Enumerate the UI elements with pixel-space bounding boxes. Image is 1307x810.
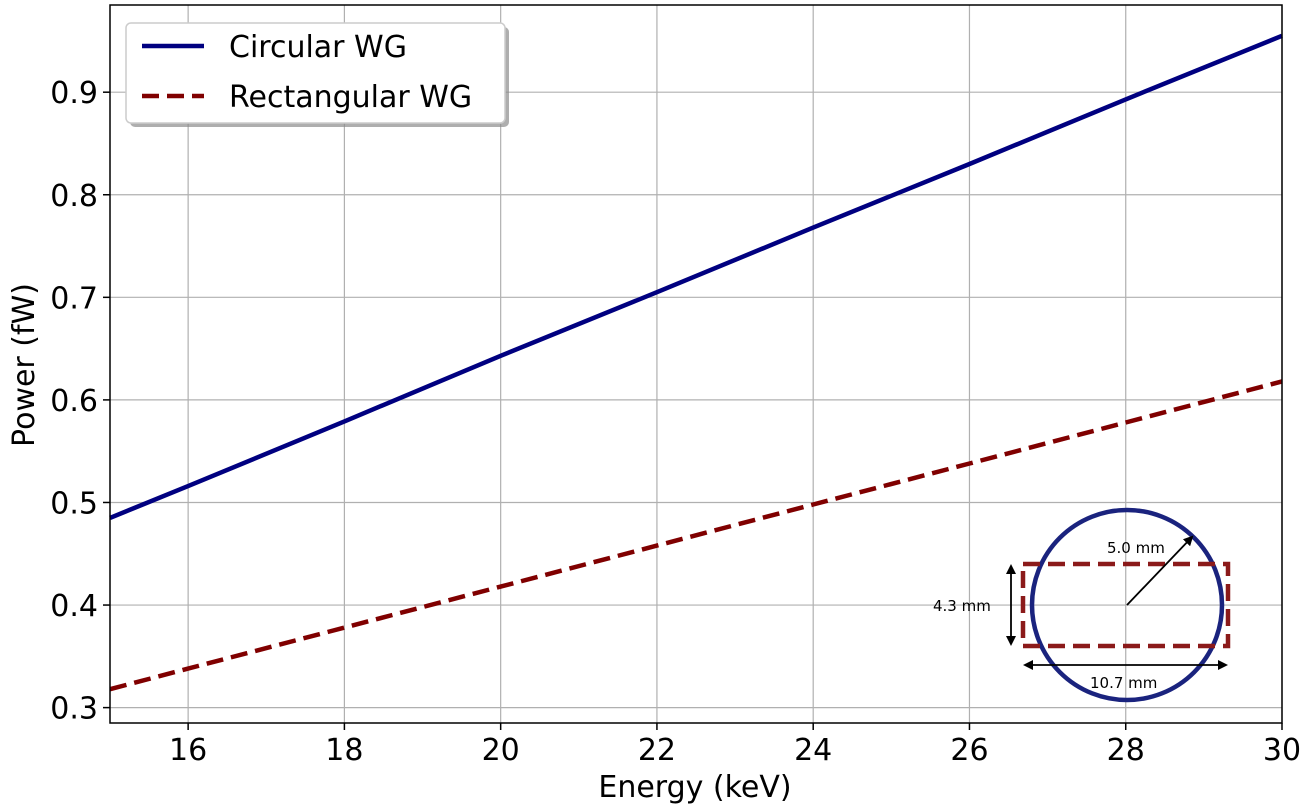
inset-height-label: 4.3 mm bbox=[933, 597, 991, 615]
y-tick-label: 0.5 bbox=[50, 486, 98, 521]
series-line-circular-wg bbox=[109, 33, 1283, 520]
x-tick-label: 28 bbox=[1107, 733, 1145, 768]
x-tick-label: 16 bbox=[169, 733, 207, 768]
legend-box bbox=[125, 22, 506, 124]
y-tick-label: 0.8 bbox=[50, 179, 98, 214]
waveguide-inset: 5.0 mm 4.3 mm 10.7 mm bbox=[933, 507, 1231, 703]
y-tick-label: 0.9 bbox=[50, 76, 98, 111]
axis-ticks: 16 18 20 22 24 26 28 30 0.3 0.4 0.5 0.6 0.7 0.8 0.9 bbox=[50, 76, 1301, 768]
x-tick-label: 26 bbox=[950, 733, 988, 768]
series-line-rectangular-wg bbox=[109, 379, 1283, 692]
plot-frame bbox=[109, 4, 1283, 724]
x-tick-label: 30 bbox=[1263, 733, 1301, 768]
y-axis-title: Power (fW) bbox=[7, 283, 42, 447]
x-axis-title: Energy (keV) bbox=[598, 770, 791, 805]
x-tick-label: 20 bbox=[482, 733, 520, 768]
x-tick-label: 24 bbox=[794, 733, 832, 768]
inset-circle bbox=[1029, 507, 1225, 703]
legend-label-circular-wg: Circular WG bbox=[229, 30, 407, 65]
inset-radius-arrow bbox=[1126, 535, 1194, 606]
x-tick-label: 22 bbox=[638, 733, 676, 768]
inset-width-label: 10.7 mm bbox=[1090, 674, 1157, 692]
series-layer bbox=[109, 33, 1283, 692]
y-tick-label: 0.4 bbox=[50, 589, 98, 624]
inset-rectangle bbox=[1020, 561, 1231, 649]
y-tick-label: 0.7 bbox=[50, 281, 98, 316]
y-tick-label: 0.3 bbox=[50, 692, 98, 727]
inset-radius-label: 5.0 mm bbox=[1107, 539, 1165, 557]
legend-label-rectangular-wg: Rectangular WG bbox=[229, 80, 472, 115]
legend: Circular WG Rectangular WG bbox=[125, 22, 509, 127]
x-tick-label: 18 bbox=[325, 733, 363, 768]
y-tick-label: 0.6 bbox=[50, 384, 98, 419]
